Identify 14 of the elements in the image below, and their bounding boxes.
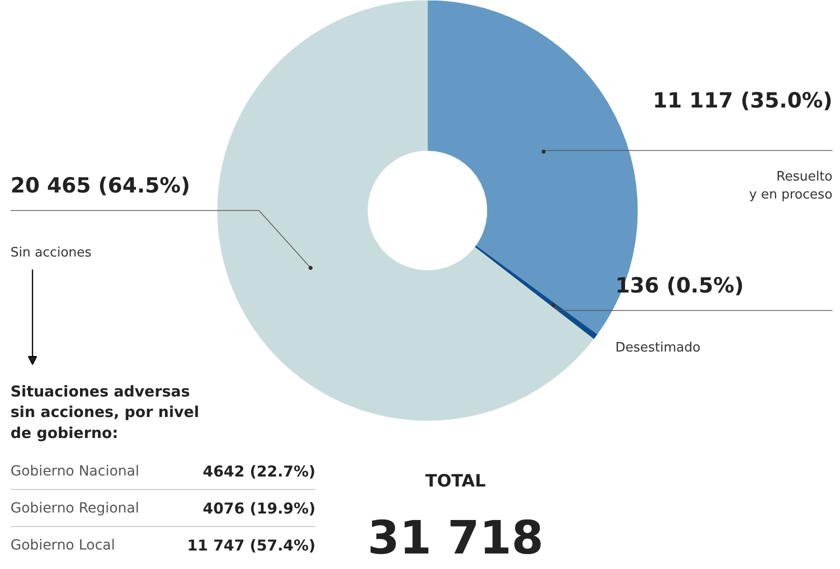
text: Situaciones adversas sin acciones, por nivel de gobierno:	[10, 382, 200, 442]
text: Gobierno Local	[10, 538, 115, 554]
text: 31 718	[367, 510, 544, 564]
text: 4076 (19.9%)	[202, 500, 316, 518]
slice-label: Resuelto y en proceso	[749, 170, 833, 202]
text: 4642 (22.7%)	[202, 462, 316, 480]
data-label: 11 117 (35.0%)	[652, 88, 833, 112]
text: Gobierno Regional	[10, 500, 140, 516]
slice-label: Sin acciones	[10, 246, 92, 260]
data-label: 20 465 (64.5%)	[10, 174, 190, 198]
text: 11 747 (57.4%)	[187, 536, 316, 554]
text: Gobierno Nacional	[10, 464, 140, 480]
text: TOTAL	[425, 472, 486, 492]
slice-label: Desestimado	[615, 340, 700, 356]
